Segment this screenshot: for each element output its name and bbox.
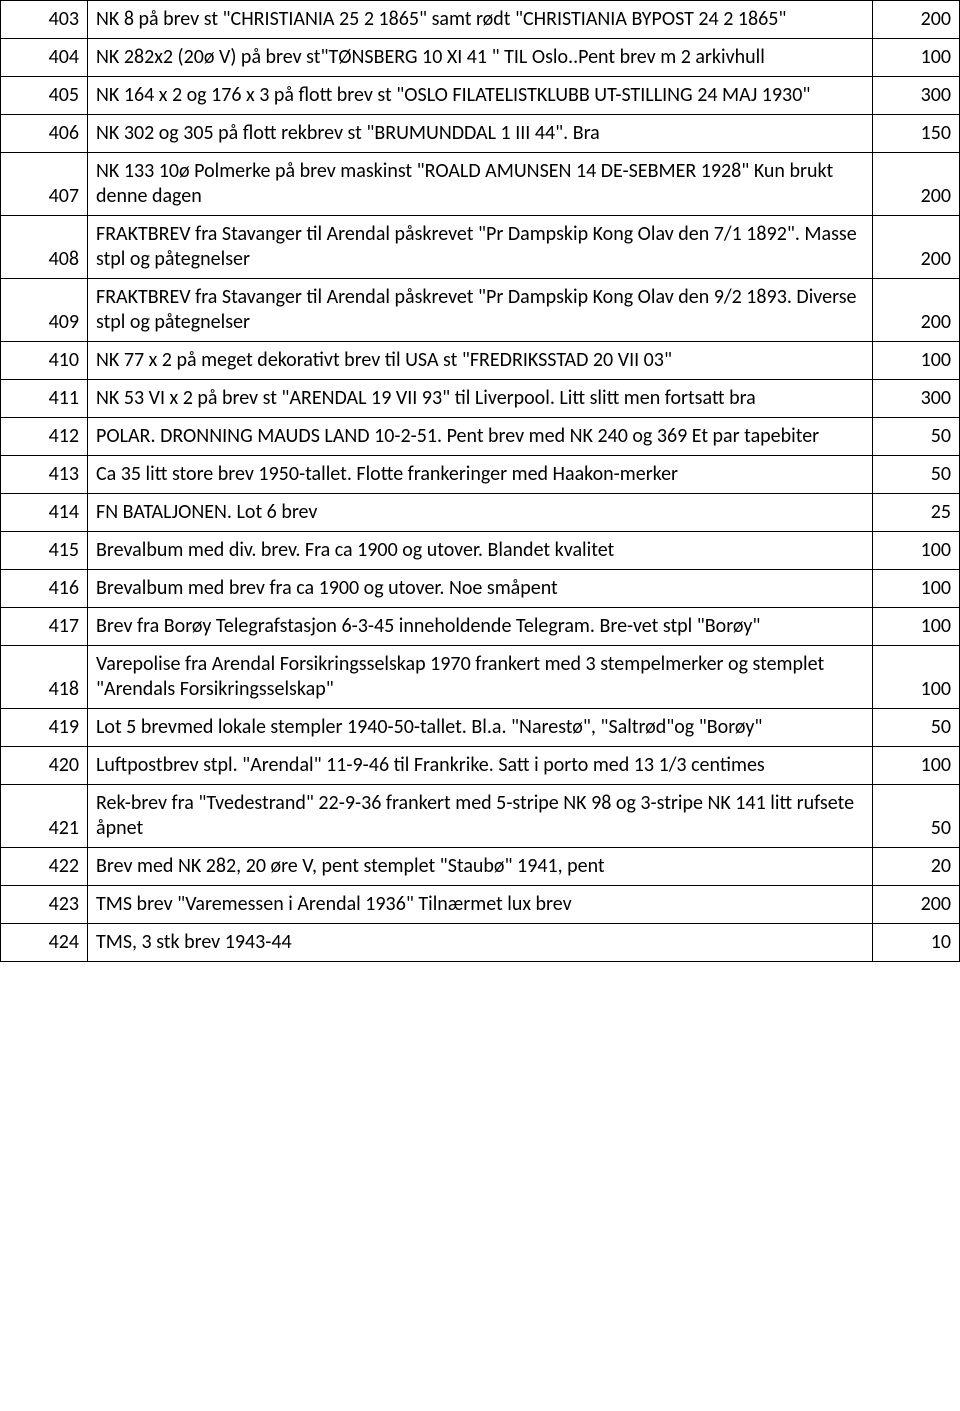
lot-price-cell: 200	[873, 153, 960, 216]
lot-price-cell: 10	[873, 924, 960, 962]
table-row: 411NK 53 VI x 2 på brev st "ARENDAL 19 V…	[1, 380, 960, 418]
table-row: 422Brev med NK 282, 20 øre V, pent stemp…	[1, 848, 960, 886]
table-row: 413Ca 35 litt store brev 1950-tallet. Fl…	[1, 456, 960, 494]
lot-description-cell: Brev med NK 282, 20 øre V, pent stemplet…	[88, 848, 873, 886]
lot-price-cell: 300	[873, 77, 960, 115]
table-row: 423TMS brev "Varemessen i Arendal 1936" …	[1, 886, 960, 924]
lot-description-cell: NK 164 x 2 og 176 x 3 på flott brev st "…	[88, 77, 873, 115]
lot-id-cell: 424	[1, 924, 88, 962]
lot-description-cell: NK 53 VI x 2 på brev st "ARENDAL 19 VII …	[88, 380, 873, 418]
lot-id-cell: 417	[1, 608, 88, 646]
table-row: 420Luftpostbrev stpl. "Arendal" 11-9-46 …	[1, 747, 960, 785]
lot-description-cell: Varepolise fra Arendal Forsikringsselska…	[88, 646, 873, 709]
lot-id-cell: 422	[1, 848, 88, 886]
lot-price-cell: 200	[873, 279, 960, 342]
table-row: 414FN BATALJONEN. Lot 6 brev25	[1, 494, 960, 532]
lot-description-cell: FN BATALJONEN. Lot 6 brev	[88, 494, 873, 532]
auction-lot-table: 403NK 8 på brev st "CHRISTIANIA 25 2 186…	[0, 0, 960, 962]
lot-price-cell: 50	[873, 418, 960, 456]
table-row: 409FRAKTBREV fra Stavanger til Arendal p…	[1, 279, 960, 342]
table-row: 405NK 164 x 2 og 176 x 3 på flott brev s…	[1, 77, 960, 115]
lot-id-cell: 412	[1, 418, 88, 456]
lot-description-cell: Ca 35 litt store brev 1950-tallet. Flott…	[88, 456, 873, 494]
lot-id-cell: 415	[1, 532, 88, 570]
lot-id-cell: 409	[1, 279, 88, 342]
lot-id-cell: 410	[1, 342, 88, 380]
lot-id-cell: 403	[1, 1, 88, 39]
table-row: 424TMS, 3 stk brev 1943-4410	[1, 924, 960, 962]
lot-id-cell: 416	[1, 570, 88, 608]
lot-id-cell: 413	[1, 456, 88, 494]
table-row: 419Lot 5 brevmed lokale stempler 1940-50…	[1, 709, 960, 747]
lot-description-cell: FRAKTBREV fra Stavanger til Arendal påsk…	[88, 279, 873, 342]
lot-description-cell: NK 8 på brev st "CHRISTIANIA 25 2 1865" …	[88, 1, 873, 39]
lot-id-cell: 418	[1, 646, 88, 709]
lot-price-cell: 200	[873, 886, 960, 924]
table-row: 408FRAKTBREV fra Stavanger til Arendal p…	[1, 216, 960, 279]
lot-price-cell: 20	[873, 848, 960, 886]
lot-price-cell: 150	[873, 115, 960, 153]
lot-description-cell: Brevalbum med brev fra ca 1900 og utover…	[88, 570, 873, 608]
auction-lot-table-body: 403NK 8 på brev st "CHRISTIANIA 25 2 186…	[1, 1, 960, 962]
lot-id-cell: 420	[1, 747, 88, 785]
lot-description-cell: Luftpostbrev stpl. "Arendal" 11-9-46 til…	[88, 747, 873, 785]
lot-description-cell: NK 133 10ø Polmerke på brev maskinst "RO…	[88, 153, 873, 216]
table-row: 416Brevalbum med brev fra ca 1900 og uto…	[1, 570, 960, 608]
lot-price-cell: 25	[873, 494, 960, 532]
lot-id-cell: 411	[1, 380, 88, 418]
table-row: 415Brevalbum med div. brev. Fra ca 1900 …	[1, 532, 960, 570]
lot-description-cell: TMS, 3 stk brev 1943-44	[88, 924, 873, 962]
lot-price-cell: 100	[873, 608, 960, 646]
table-row: 417Brev fra Borøy Telegrafstasjon 6-3-45…	[1, 608, 960, 646]
lot-id-cell: 406	[1, 115, 88, 153]
lot-description-cell: Brev fra Borøy Telegrafstasjon 6-3-45 in…	[88, 608, 873, 646]
lot-description-cell: POLAR. DRONNING MAUDS LAND 10-2-51. Pent…	[88, 418, 873, 456]
lot-id-cell: 407	[1, 153, 88, 216]
lot-price-cell: 200	[873, 1, 960, 39]
lot-id-cell: 421	[1, 785, 88, 848]
lot-price-cell: 100	[873, 342, 960, 380]
lot-description-cell: Brevalbum med div. brev. Fra ca 1900 og …	[88, 532, 873, 570]
lot-price-cell: 50	[873, 785, 960, 848]
lot-price-cell: 300	[873, 380, 960, 418]
lot-price-cell: 50	[873, 456, 960, 494]
lot-description-cell: Rek-brev fra "Tvedestrand" 22-9-36 frank…	[88, 785, 873, 848]
lot-description-cell: NK 77 x 2 på meget dekorativt brev til U…	[88, 342, 873, 380]
lot-description-cell: FRAKTBREV fra Stavanger til Arendal påsk…	[88, 216, 873, 279]
table-row: 412POLAR. DRONNING MAUDS LAND 10-2-51. P…	[1, 418, 960, 456]
lot-id-cell: 414	[1, 494, 88, 532]
lot-id-cell: 404	[1, 39, 88, 77]
lot-price-cell: 200	[873, 216, 960, 279]
lot-description-cell: NK 282x2 (20ø V) på brev st"TØNSBERG 10 …	[88, 39, 873, 77]
lot-price-cell: 100	[873, 747, 960, 785]
lot-id-cell: 405	[1, 77, 88, 115]
lot-description-cell: NK 302 og 305 på flott rekbrev st "BRUMU…	[88, 115, 873, 153]
table-row: 421Rek-brev fra "Tvedestrand" 22-9-36 fr…	[1, 785, 960, 848]
table-row: 407NK 133 10ø Polmerke på brev maskinst …	[1, 153, 960, 216]
table-row: 418Varepolise fra Arendal Forsikringssel…	[1, 646, 960, 709]
lot-price-cell: 100	[873, 39, 960, 77]
lot-price-cell: 100	[873, 532, 960, 570]
lot-price-cell: 100	[873, 646, 960, 709]
lot-price-cell: 100	[873, 570, 960, 608]
lot-id-cell: 419	[1, 709, 88, 747]
lot-id-cell: 423	[1, 886, 88, 924]
table-row: 410NK 77 x 2 på meget dekorativt brev ti…	[1, 342, 960, 380]
table-row: 406NK 302 og 305 på flott rekbrev st "BR…	[1, 115, 960, 153]
lot-description-cell: Lot 5 brevmed lokale stempler 1940-50-ta…	[88, 709, 873, 747]
table-row: 403NK 8 på brev st "CHRISTIANIA 25 2 186…	[1, 1, 960, 39]
lot-description-cell: TMS brev "Varemessen i Arendal 1936" Til…	[88, 886, 873, 924]
table-row: 404NK 282x2 (20ø V) på brev st"TØNSBERG …	[1, 39, 960, 77]
lot-price-cell: 50	[873, 709, 960, 747]
lot-id-cell: 408	[1, 216, 88, 279]
